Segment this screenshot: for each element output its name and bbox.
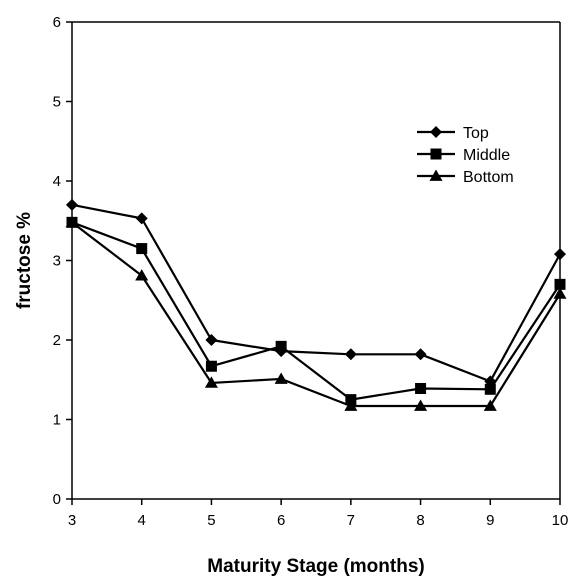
series-bottom (65, 215, 567, 411)
data-point-middle (205, 360, 217, 372)
y-tick-label: 0 (53, 491, 61, 508)
data-point-bottom (204, 376, 218, 388)
data-point-middle (136, 243, 148, 255)
legend-marker-middle (430, 148, 442, 160)
data-point-bottom (414, 399, 428, 411)
y-tick-label: 4 (53, 173, 61, 190)
legend-label: Top (463, 125, 489, 142)
legend: Top Middle Bottom (417, 125, 514, 186)
x-tick-label: 9 (486, 512, 494, 529)
data-point-bottom (274, 372, 288, 384)
axes (71, 21, 561, 500)
legend-item-top: Top (417, 125, 489, 142)
data-point-top (554, 248, 566, 261)
y-tick-label: 3 (53, 253, 61, 270)
data-point-bottom (344, 399, 358, 411)
x-axis-title: Maturity Stage (months) (207, 556, 424, 577)
legend-marker-bottom (429, 169, 443, 181)
y-tick-label: 6 (53, 14, 61, 31)
series-line-middle (71, 221, 561, 401)
legend-label: Bottom (463, 169, 514, 186)
x-tick-label: 7 (347, 512, 355, 529)
x-tick-label: 10 (552, 512, 569, 529)
y-tick-label: 1 (53, 412, 61, 429)
data-point-bottom (135, 269, 149, 281)
data-point-top (344, 348, 357, 361)
x-tick-label: 8 (416, 512, 424, 529)
y-tick-label: 5 (53, 94, 61, 111)
series-layer (65, 198, 567, 411)
x-tick-label: 5 (207, 512, 215, 529)
y-axis-title: fructose % (14, 212, 35, 309)
data-point-top (414, 348, 427, 361)
legend-label: Middle (463, 147, 510, 164)
y-ticks: 0 1 2 3 4 5 6 (53, 14, 72, 508)
series-line-bottom (71, 221, 561, 408)
legend-item-middle: Middle (417, 147, 510, 164)
series-top (66, 198, 566, 388)
data-point-bottom (483, 399, 497, 411)
y-tick-label: 2 (53, 332, 61, 349)
data-point-bottom (65, 215, 79, 228)
x-tick-label: 4 (138, 512, 146, 529)
x-tick-label: 3 (68, 512, 76, 529)
data-point-middle (275, 340, 287, 352)
data-point-top (135, 212, 148, 225)
data-point-top (66, 198, 78, 211)
data-point-middle (554, 278, 566, 290)
x-ticks: 3 4 5 6 7 8 9 10 (68, 499, 569, 529)
data-point-middle (415, 382, 427, 394)
data-point-top (205, 334, 218, 346)
x-tick-label: 6 (277, 512, 285, 529)
series-line-top (71, 203, 561, 383)
legend-item-bottom: Bottom (417, 169, 514, 186)
data-point-bottom (553, 287, 567, 299)
legend-marker-top (430, 126, 442, 138)
data-point-middle (484, 383, 496, 395)
